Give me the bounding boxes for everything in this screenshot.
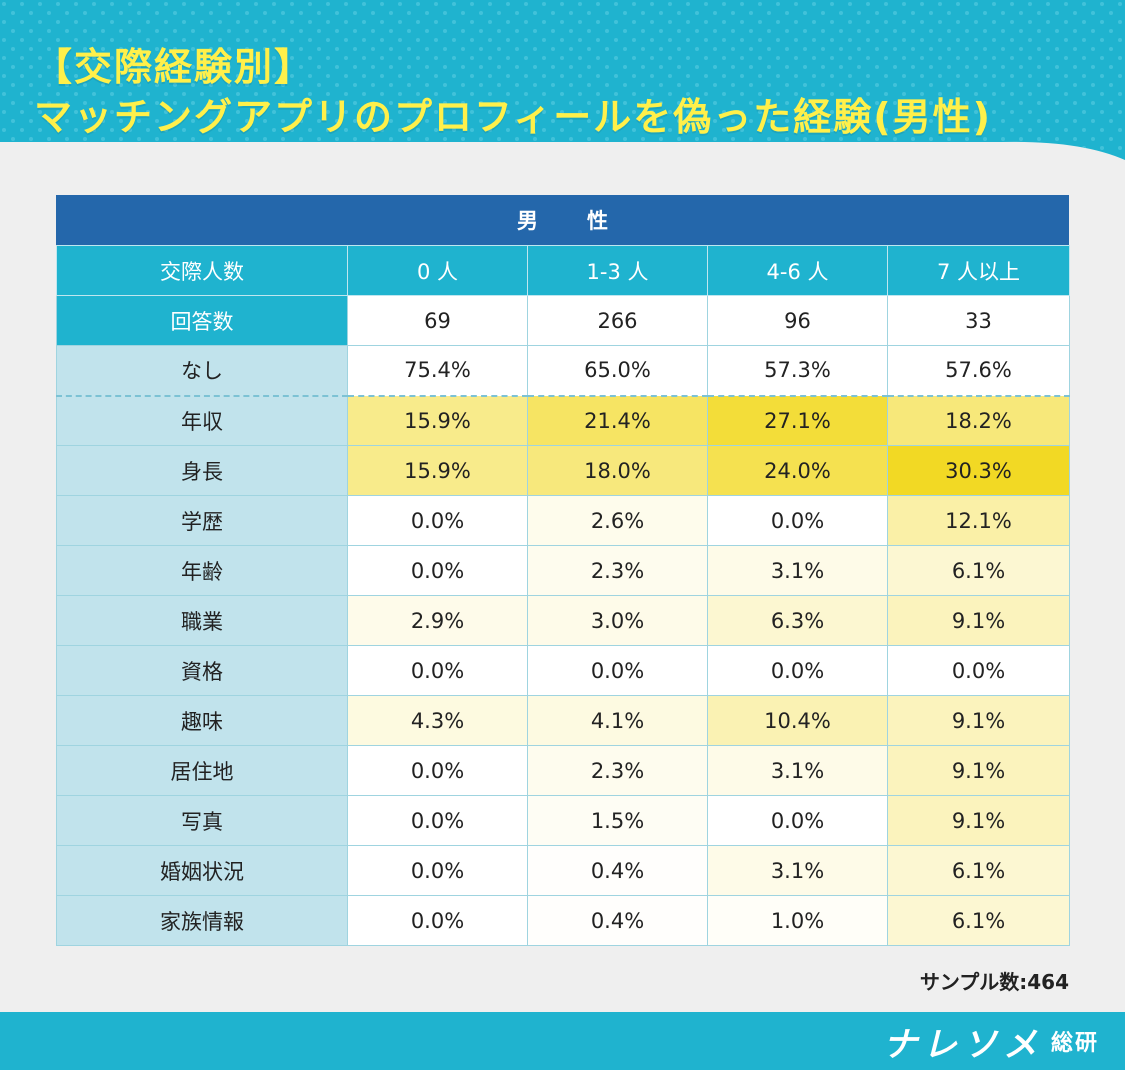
percentage-cell: 4.3% <box>347 695 528 746</box>
table-row: 年収 15.9% 21.4% 27.1% 18.2% <box>56 395 1070 446</box>
percentage-cell: 0.4% <box>527 845 708 896</box>
percentage-cell: 15.9% <box>347 445 528 496</box>
row-label: 写真 <box>56 795 348 846</box>
table-row: なし 75.4% 65.0% 57.3% 57.6% <box>56 345 1070 397</box>
percentage-cell: 57.6% <box>887 345 1070 397</box>
percentage-cell: 27.1% <box>707 395 888 446</box>
column-header: 0 人 <box>347 245 528 296</box>
table-row: 趣味 4.3% 4.1% 10.4% 9.1% <box>56 695 1070 746</box>
percentage-cell: 6.1% <box>887 895 1070 946</box>
title-line-2: マッチングアプリのプロフィールを偽った経験(男性) <box>34 95 992 139</box>
percentage-cell: 2.6% <box>527 495 708 546</box>
row-label: 年収 <box>56 395 348 446</box>
percentage-cell: 30.3% <box>887 445 1070 496</box>
answer-count-cell: 266 <box>527 295 708 346</box>
column-header: 1-3 人 <box>527 245 708 296</box>
row-label: 回答数 <box>56 295 348 346</box>
answer-count-row: 回答数 69 266 96 33 <box>56 295 1070 346</box>
data-table: 男 性 交際人数 0 人 1-3 人 4-6 人 7 人以上 回答数 69 26… <box>56 195 1070 946</box>
column-header: 4-6 人 <box>707 245 888 296</box>
table-row: 職業 2.9% 3.0% 6.3% 9.1% <box>56 595 1070 646</box>
percentage-cell: 6.3% <box>707 595 888 646</box>
percentage-cell: 0.0% <box>887 645 1070 696</box>
header-band: 【交際経験別】 マッチングアプリのプロフィールを偽った経験(男性) <box>0 0 1125 160</box>
column-header: 7 人以上 <box>887 245 1070 296</box>
footer-band <box>0 1012 1125 1070</box>
percentage-cell: 75.4% <box>347 345 528 397</box>
percentage-cell: 2.3% <box>527 545 708 596</box>
percentage-cell: 21.4% <box>527 395 708 446</box>
row-label: 居住地 <box>56 745 348 796</box>
percentage-cell: 0.0% <box>347 545 528 596</box>
row-label: 趣味 <box>56 695 348 746</box>
logo-main-text: ナレソメ <box>882 1024 1043 1065</box>
percentage-cell: 0.0% <box>347 895 528 946</box>
percentage-cell: 9.1% <box>887 595 1070 646</box>
percentage-cell: 18.2% <box>887 395 1070 446</box>
row-label: 学歴 <box>56 495 348 546</box>
percentage-cell: 0.0% <box>707 795 888 846</box>
percentage-cell: 0.4% <box>527 895 708 946</box>
percentage-cell: 0.0% <box>707 495 888 546</box>
percentage-cell: 0.0% <box>707 645 888 696</box>
row-label: なし <box>56 345 348 397</box>
percentage-cell: 3.1% <box>707 745 888 796</box>
percentage-cell: 1.5% <box>527 795 708 846</box>
percentage-cell: 0.0% <box>347 645 528 696</box>
header-background <box>0 0 1125 160</box>
answer-count-cell: 33 <box>887 295 1070 346</box>
percentage-cell: 4.1% <box>527 695 708 746</box>
table-row: 婚姻状況 0.0% 0.4% 3.1% 6.1% <box>56 845 1070 896</box>
column-header-row: 交際人数 0 人 1-3 人 4-6 人 7 人以上 <box>56 245 1070 296</box>
brand-logo: ナレソメ 総研 <box>883 1016 1099 1066</box>
table-row: 居住地 0.0% 2.3% 3.1% 9.1% <box>56 745 1070 796</box>
row-label: 職業 <box>56 595 348 646</box>
percentage-cell: 0.0% <box>347 495 528 546</box>
percentage-cell: 2.9% <box>347 595 528 646</box>
row-label: 身長 <box>56 445 348 496</box>
answer-count-cell: 96 <box>707 295 888 346</box>
row-label: 家族情報 <box>56 895 348 946</box>
row-label: 年齢 <box>56 545 348 596</box>
sample-size: サンプル数:464 <box>919 970 1069 994</box>
percentage-cell: 0.0% <box>347 795 528 846</box>
percentage-cell: 0.0% <box>347 845 528 896</box>
percentage-cell: 10.4% <box>707 695 888 746</box>
table-row: 資格 0.0% 0.0% 0.0% 0.0% <box>56 645 1070 696</box>
percentage-cell: 2.3% <box>527 745 708 796</box>
table-row: 写真 0.0% 1.5% 0.0% 9.1% <box>56 795 1070 846</box>
table-row: 家族情報 0.0% 0.4% 1.0% 6.1% <box>56 895 1070 946</box>
row-label: 婚姻状況 <box>56 845 348 896</box>
table-row: 学歴 0.0% 2.6% 0.0% 12.1% <box>56 495 1070 546</box>
answer-count-cell: 69 <box>347 295 528 346</box>
percentage-cell: 6.1% <box>887 545 1070 596</box>
percentage-cell: 0.0% <box>527 645 708 696</box>
percentage-cell: 57.3% <box>707 345 888 397</box>
percentage-cell: 3.1% <box>707 845 888 896</box>
percentage-cell: 6.1% <box>887 845 1070 896</box>
logo-sub-text: 総研 <box>1050 1031 1099 1056</box>
percentage-cell: 9.1% <box>887 695 1070 746</box>
percentage-cell: 9.1% <box>887 795 1070 846</box>
percentage-cell: 18.0% <box>527 445 708 496</box>
percentage-cell: 1.0% <box>707 895 888 946</box>
column-header: 交際人数 <box>56 245 348 296</box>
group-header: 男 性 <box>56 195 1069 245</box>
percentage-cell: 0.0% <box>347 745 528 796</box>
percentage-cell: 9.1% <box>887 745 1070 796</box>
percentage-cell: 3.1% <box>707 545 888 596</box>
row-label: 資格 <box>56 645 348 696</box>
table-row: 年齢 0.0% 2.3% 3.1% 6.1% <box>56 545 1070 596</box>
percentage-cell: 15.9% <box>347 395 528 446</box>
percentage-cell: 65.0% <box>527 345 708 397</box>
table-row: 身長 15.9% 18.0% 24.0% 30.3% <box>56 445 1070 496</box>
percentage-cell: 3.0% <box>527 595 708 646</box>
percentage-cell: 24.0% <box>707 445 888 496</box>
percentage-cell: 12.1% <box>887 495 1070 546</box>
title-line-1: 【交際経験別】 <box>34 45 315 89</box>
